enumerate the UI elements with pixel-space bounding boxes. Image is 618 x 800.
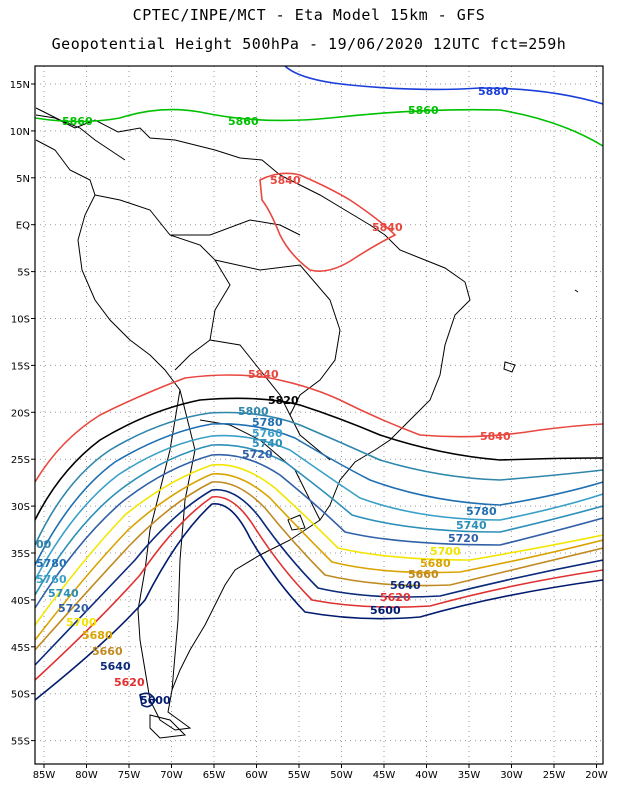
contour-labels: 5880 5860 5860 5860 5840 5840 5840 5840 … [36,85,511,707]
contour-label: 5620 [114,676,145,689]
contour-label: 5780 [466,505,497,518]
lon-label: 70W [160,770,183,781]
lat-label: 15S [11,361,30,372]
contour-label: 5780 [36,557,67,570]
contour-label: 5720 [58,602,89,615]
height-contours [35,66,603,708]
lat-label: EQ [16,221,30,232]
contour-5760 [35,434,603,581]
contour-5800 [35,411,603,546]
contour-label: 5780 [252,416,283,429]
contour-5700 [35,463,603,626]
contour-label: 5740 [252,437,283,450]
central-america-coast [35,107,126,161]
lat-label: 35S [11,549,30,560]
lon-label: 85W [33,770,56,781]
coastlines [35,107,579,739]
contour-label: 5760 [36,573,67,586]
contour-label: 5740 [48,587,79,600]
lon-label: 35W [458,770,481,781]
contour-label: 5800 [238,405,269,418]
lat-label: 5N [16,174,30,185]
lon-label: 45W [373,770,396,781]
lat-label: 5S [17,268,30,279]
lat-label: 45S [11,643,30,654]
national-borders [94,194,341,691]
contour-label: 5860 [408,104,439,117]
lon-label: 80W [75,770,98,781]
contour-label: 5600 [370,604,401,617]
contour-label: 00 [36,538,52,551]
lat-label: 40S [11,596,30,607]
lon-label: 40W [415,770,438,781]
title-line-2: Geopotential Height 500hPa - 19/06/2020 … [51,35,567,53]
contour-label: 5880 [478,85,509,98]
contour-5840-south [35,374,603,483]
contour-label: 5840 [270,174,301,187]
south-america-coast [35,114,471,731]
contour-label: 5700 [430,545,461,558]
contour-label: 5700 [66,616,97,629]
latitude-labels: 15N 10N 5N EQ 5S 10S 15S 20S 25S 30S 35S 40S 45S 50S 5… [10,80,35,748]
contour-5720 [35,453,603,609]
contour-label: 5660 [92,645,123,658]
small-islands [287,289,579,531]
contour-5840-amazon [259,172,397,272]
contour-label: 5680 [82,629,113,642]
contour-label: 5640 [390,579,421,592]
contour-label: 5660 [408,568,439,581]
contour-label: 5860 [228,115,259,128]
contour-label: 5680 [420,557,451,570]
lat-label: 30S [11,502,30,513]
contour-5600-wedge [139,692,156,708]
contour-5600 [35,503,603,701]
lat-label: 10N [10,127,30,138]
lon-label: 60W [245,770,268,781]
contour-5780 [35,422,603,566]
contour-5820 [35,397,603,521]
longitude-labels: 85W 80W 75W 70W 65W 60W 55W 50W 45W 40W 35W 30W 25W 2… [33,764,608,781]
lat-label: 50S [11,690,30,701]
contour-5860-blue [284,66,603,105]
lat-label: 55S [11,737,30,748]
lat-label: 20S [11,408,30,419]
contour-label: 5860 [62,115,93,128]
lon-label: 20W [585,770,608,781]
contour-label: 5760 [252,427,283,440]
contour-label: 5740 [456,519,487,532]
contour-label: 5620 [380,591,411,604]
contour-5660 [35,481,603,651]
contour-label: 5820 [268,394,299,407]
contour-label: 5840 [372,221,403,234]
contour-5880-green [35,108,603,147]
lon-label: 30W [500,770,523,781]
lon-label: 65W [203,770,226,781]
contour-label: 5640 [100,660,131,673]
lat-label: 25S [11,455,30,466]
lon-label: 50W [330,770,353,781]
contour-label: 5720 [448,532,479,545]
lon-label: 55W [288,770,311,781]
tierra-del-fuego [149,714,187,739]
lat-label: 10S [11,315,30,326]
contour-5640 [35,488,603,666]
contour-5620 [35,496,603,681]
contour-label: 5840 [480,430,511,443]
contour-5740 [35,444,603,596]
lat-label: 15N [10,80,30,91]
contour-label: 5720 [242,448,273,461]
lon-label: 75W [118,770,141,781]
lon-label: 25W [543,770,566,781]
contour-label: 5840 [248,368,279,381]
contour-5680 [35,473,603,641]
contour-label: 5600 [140,694,171,707]
title-line-1: CPTEC/INPE/MCT - Eta Model 15km - GFS [132,6,486,24]
map-frame [34,65,604,765]
